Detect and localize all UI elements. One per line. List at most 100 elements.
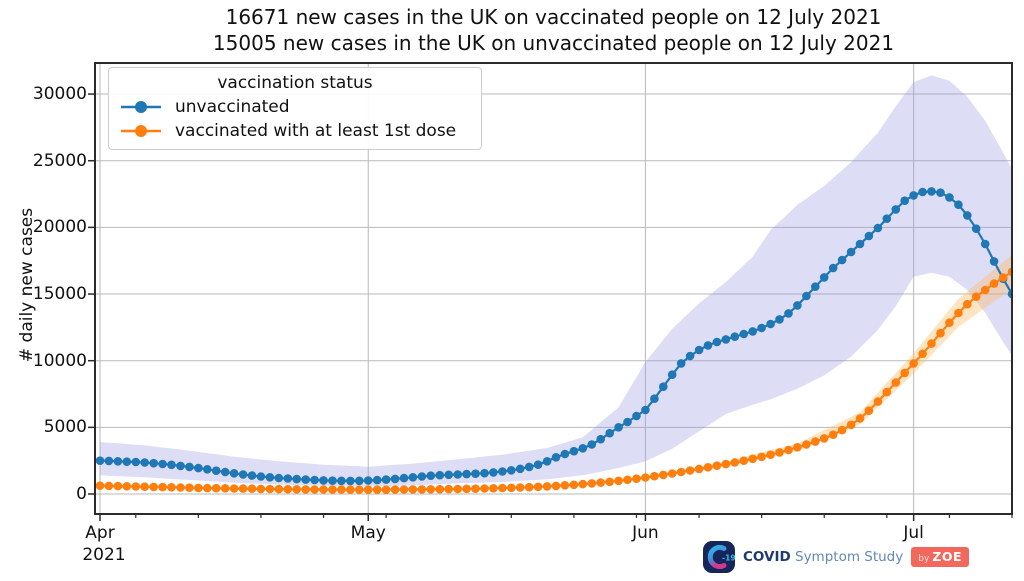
marker-vaccinated: [587, 479, 597, 488]
marker-unvaccinated: [712, 337, 722, 347]
marker-vaccinated: [319, 485, 328, 494]
marker-unvaccinated: [417, 472, 427, 481]
c19-app-icon: -19: [703, 541, 736, 573]
marker-unvaccinated: [676, 359, 686, 368]
marker-vaccinated: [989, 279, 999, 288]
marker-unvaccinated: [453, 470, 463, 479]
marker-vaccinated: [837, 425, 847, 435]
marker-unvaccinated: [569, 446, 579, 456]
marker-unvaccinated: [444, 470, 454, 480]
marker-unvaccinated: [802, 291, 811, 301]
zoe-badge-zoe: ZOE: [932, 549, 963, 564]
marker-vaccinated: [203, 483, 212, 493]
xtick-label-apr: Apr: [85, 523, 115, 543]
marker-unvaccinated: [372, 475, 382, 485]
marker-vaccinated: [399, 485, 409, 494]
series-group: [95, 75, 1013, 495]
marker-vaccinated: [784, 445, 793, 455]
marker-unvaccinated: [524, 462, 534, 472]
marker-unvaccinated: [220, 467, 230, 477]
marker-vaccinated: [551, 481, 561, 491]
marker-vaccinated: [605, 477, 614, 487]
marker-unvaccinated: [784, 309, 793, 318]
marker-vaccinated: [149, 482, 158, 492]
marker-vaccinated: [435, 484, 445, 494]
marker-vaccinated: [632, 474, 641, 484]
marker-unvaccinated: [122, 457, 132, 467]
marker-vaccinated: [185, 483, 194, 493]
marker-unvaccinated: [533, 460, 543, 470]
marker-unvaccinated: [650, 394, 659, 404]
marker-vaccinated: [712, 461, 722, 471]
legend-label-unvaccinated: unvaccinated: [175, 97, 290, 117]
marker-unvaccinated: [355, 476, 364, 486]
marker-unvaccinated: [846, 247, 856, 257]
marker-unvaccinated: [900, 196, 909, 205]
marker-vaccinated: [685, 466, 695, 475]
marker-vaccinated: [238, 484, 248, 493]
marker-unvaccinated: [203, 465, 212, 474]
marker-vaccinated: [498, 483, 507, 493]
marker-vaccinated: [524, 482, 534, 492]
marker-unvaccinated: [775, 315, 784, 324]
marker-unvaccinated: [954, 200, 963, 209]
brand-name-covid: COVID: [743, 549, 791, 565]
legend-marker-vaccinated-icon: [121, 125, 161, 137]
marker-unvaccinated: [194, 463, 203, 473]
marker-vaccinated: [918, 349, 927, 359]
marker-unvaccinated: [95, 456, 105, 466]
marker-vaccinated: [363, 485, 373, 495]
marker-vaccinated: [963, 299, 972, 309]
c19-icon-label: -19: [722, 554, 735, 563]
marker-unvaccinated: [980, 239, 990, 249]
marker-vaccinated: [596, 478, 605, 487]
plot-border: [94, 62, 1013, 515]
marker-vaccinated: [507, 483, 516, 493]
marker-unvaccinated: [971, 224, 981, 233]
legend-marker-unvaccinated-icon: [121, 101, 161, 113]
marker-unvaccinated: [963, 211, 972, 220]
marker-vaccinated: [211, 483, 221, 493]
marker-vaccinated: [864, 406, 874, 416]
chart-title: 16671 new cases in the UK on vaccinated …: [95, 4, 1012, 56]
legend-label-vaccinated: vaccinated with at least 1st dose: [175, 121, 457, 141]
marker-unvaccinated: [363, 476, 373, 485]
marker-unvaccinated: [498, 467, 507, 476]
marker-vaccinated: [176, 483, 185, 492]
marker-unvaccinated: [167, 460, 176, 470]
marker-unvaccinated: [328, 476, 337, 486]
marker-vaccinated: [828, 430, 838, 440]
marker-unvaccinated: [748, 327, 757, 336]
marker-vaccinated: [891, 378, 901, 387]
marker-vaccinated: [346, 485, 355, 495]
marker-unvaccinated: [828, 263, 838, 273]
marker-unvaccinated: [399, 473, 409, 483]
marker-unvaccinated: [641, 405, 650, 415]
marker-vaccinated: [882, 387, 892, 397]
marker-unvaccinated: [310, 475, 319, 485]
marker-vaccinated: [480, 484, 489, 493]
marker-vaccinated: [194, 483, 203, 493]
marker-unvaccinated: [542, 457, 552, 466]
marker-unvaccinated: [211, 466, 221, 476]
marker-unvaccinated: [301, 475, 310, 484]
marker-vaccinated: [337, 485, 346, 494]
marker-unvaccinated: [837, 255, 847, 265]
marker-vaccinated: [739, 456, 749, 466]
marker-vaccinated: [775, 448, 784, 457]
marker-unvaccinated: [864, 231, 874, 241]
c19-ring-icon: -19: [707, 545, 736, 569]
ytick-label-30000: 30000: [32, 84, 87, 105]
legend: vaccination status unvaccinated vaccinat…: [108, 67, 482, 150]
marker-vaccinated: [140, 482, 149, 492]
marker-vaccinated: [980, 285, 990, 295]
marker-vaccinated: [471, 484, 480, 494]
marker-vaccinated: [462, 484, 471, 494]
marker-unvaccinated: [274, 473, 284, 483]
marker-unvaccinated: [578, 444, 588, 453]
marker-vaccinated: [703, 463, 713, 472]
marker-vaccinated: [453, 484, 463, 494]
marker-unvaccinated: [176, 461, 185, 471]
marker-unvaccinated: [390, 474, 400, 484]
marker-unvaccinated: [462, 469, 471, 479]
